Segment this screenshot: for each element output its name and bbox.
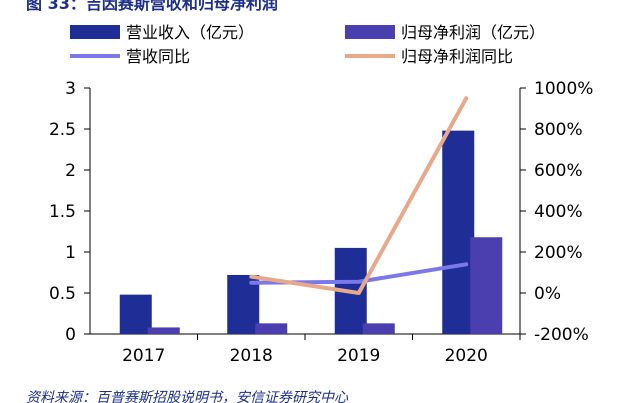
revenue-bar-2020 [442, 130, 475, 334]
legend-net-profit-swatch [345, 25, 395, 39]
legend-net-profit-yoy-label: 归母净利润同比 [401, 47, 513, 66]
x-tick-label: 2017 [122, 346, 165, 366]
net-profit-yoy-line [249, 96, 469, 295]
net-profit-bar-2020 [470, 237, 503, 334]
lines [249, 96, 469, 295]
legend-revenue-yoy-label: 营收同比 [126, 47, 190, 66]
net-profit-bar-2019 [362, 323, 395, 334]
legend-revenue-label: 营业收入（亿元） [126, 23, 254, 42]
bars [119, 130, 503, 334]
right-axis-ticks: -200% 0% 200% 400% 600% 800% 1000% [520, 79, 593, 345]
left-tick-label: 0.5 [49, 284, 76, 304]
revenue-bar-2017 [119, 294, 152, 334]
x-axis-labels: 2017 2018 2019 2020 [122, 334, 521, 366]
left-tick-label: 1.5 [49, 202, 76, 222]
x-tick-label: 2019 [337, 346, 380, 366]
net-profit-bar-2017 [147, 327, 180, 334]
x-tick-label: 2018 [230, 346, 273, 366]
left-axis-ticks: 0 0.5 1 1.5 2 2.5 3 [49, 79, 90, 345]
right-tick-label: 400% [534, 202, 583, 222]
right-tick-label: -200% [534, 325, 589, 345]
legend-net-profit-label: 归母净利润（亿元） [401, 23, 545, 42]
left-tick-label: 2.5 [49, 120, 76, 140]
left-tick-label: 1 [65, 243, 76, 263]
revenue-bar-2018 [227, 274, 260, 334]
right-tick-label: 600% [534, 161, 583, 181]
left-tick-label: 0 [65, 325, 76, 345]
net-profit-bar-2018 [255, 323, 288, 334]
left-tick-label: 2 [65, 161, 76, 181]
right-tick-label: 200% [534, 243, 583, 263]
right-tick-label: 1000% [534, 79, 593, 99]
source-note: 资料来源：百普赛斯招股说明书，安信证券研究中心 [26, 390, 349, 403]
legend-revenue-swatch [70, 25, 120, 39]
right-tick-label: 0% [534, 284, 561, 304]
x-tick-label: 2020 [445, 346, 488, 366]
figure-title: 图 33：吉因赛斯营收和归母净利润 [26, 0, 278, 13]
legend: 营业收入（亿元） 归母净利润（亿元） 营收同比 归母净利润同比 [70, 23, 545, 66]
left-tick-label: 3 [65, 79, 76, 99]
right-tick-label: 800% [534, 120, 583, 140]
